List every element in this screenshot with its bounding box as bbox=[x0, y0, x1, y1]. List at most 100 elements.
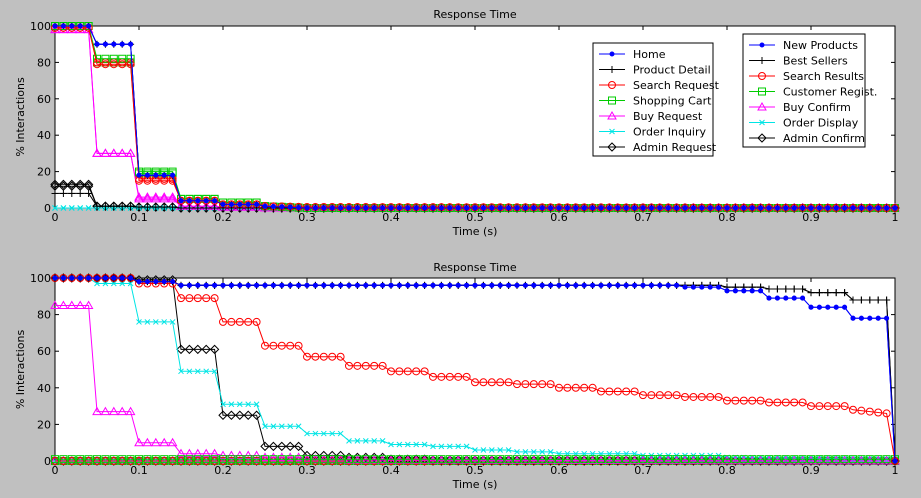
legend-box bbox=[742, 33, 866, 148]
series-order-inquiry bbox=[52, 275, 898, 463]
data-point bbox=[329, 430, 336, 437]
data-point bbox=[69, 275, 75, 281]
legend-label: Order Inquiry bbox=[633, 126, 707, 139]
data-point bbox=[773, 455, 782, 464]
data-point bbox=[176, 448, 186, 458]
data-point bbox=[706, 392, 715, 401]
data-point bbox=[422, 205, 428, 211]
data-point bbox=[605, 455, 614, 464]
data-point bbox=[455, 205, 461, 211]
data-point bbox=[260, 441, 270, 452]
data-point bbox=[580, 455, 589, 464]
legend-marker bbox=[607, 110, 617, 120]
data-point bbox=[453, 455, 464, 464]
data-point bbox=[109, 201, 119, 211]
series-shopping-cart bbox=[51, 455, 899, 464]
data-point bbox=[277, 441, 287, 452]
data-point bbox=[697, 455, 706, 464]
y-tick-label: 40 bbox=[37, 382, 51, 395]
data-point bbox=[387, 455, 395, 464]
data-point bbox=[741, 205, 747, 211]
legend-label: New Products bbox=[783, 39, 858, 52]
data-point bbox=[136, 172, 142, 178]
legend-marker bbox=[757, 101, 767, 111]
data-point bbox=[303, 352, 311, 361]
data-point bbox=[437, 372, 446, 381]
data-point bbox=[882, 409, 891, 418]
data-point bbox=[346, 282, 352, 288]
data-point bbox=[630, 455, 639, 464]
data-point bbox=[816, 205, 822, 211]
data-point bbox=[361, 455, 370, 464]
data-point bbox=[445, 372, 454, 381]
data-point bbox=[396, 441, 403, 448]
data-point bbox=[716, 284, 722, 290]
data-point bbox=[159, 437, 170, 447]
data-point bbox=[396, 205, 402, 211]
data-point bbox=[606, 205, 612, 211]
data-point bbox=[639, 391, 647, 400]
data-point bbox=[588, 383, 597, 392]
data-point bbox=[193, 344, 203, 355]
data-point bbox=[731, 455, 740, 464]
data-point bbox=[68, 205, 75, 211]
data-point bbox=[573, 205, 579, 211]
data-point bbox=[101, 60, 110, 69]
data-point bbox=[102, 275, 108, 281]
series-home bbox=[52, 275, 898, 464]
data-point bbox=[185, 294, 194, 303]
legend-entry: Product Detail bbox=[599, 64, 711, 77]
data-point bbox=[102, 41, 108, 47]
data-point bbox=[689, 455, 698, 464]
data-point bbox=[470, 455, 480, 464]
data-point bbox=[195, 282, 201, 288]
data-point bbox=[101, 202, 109, 210]
y-tick-label: 60 bbox=[37, 93, 51, 106]
data-point bbox=[167, 193, 178, 203]
data-point bbox=[336, 455, 345, 464]
data-point bbox=[209, 448, 220, 458]
data-point bbox=[680, 455, 690, 465]
data-point bbox=[537, 455, 548, 464]
data-point bbox=[488, 447, 495, 453]
data-point bbox=[270, 282, 276, 288]
legend-label: Admin Confirm bbox=[783, 132, 865, 145]
data-point bbox=[321, 282, 327, 288]
x-tick-label: 0.7 bbox=[634, 464, 652, 477]
data-point bbox=[503, 455, 514, 464]
data-point bbox=[50, 300, 60, 309]
data-point bbox=[707, 284, 713, 290]
data-point bbox=[808, 205, 814, 211]
data-point bbox=[629, 455, 640, 465]
data-point bbox=[538, 380, 547, 389]
data-point bbox=[648, 205, 654, 211]
data-point bbox=[296, 282, 302, 288]
data-point bbox=[699, 205, 705, 211]
data-point bbox=[671, 455, 682, 465]
data-point bbox=[135, 203, 143, 211]
data-point bbox=[850, 205, 856, 211]
data-point bbox=[874, 296, 882, 304]
data-point bbox=[596, 455, 606, 465]
data-point bbox=[428, 455, 438, 464]
plot-area bbox=[54, 277, 896, 462]
data-point bbox=[59, 189, 67, 197]
data-point bbox=[522, 282, 528, 288]
data-point bbox=[119, 280, 126, 287]
data-point bbox=[118, 54, 127, 63]
y-axis-label: % Interactions bbox=[14, 330, 27, 410]
legend-marker bbox=[609, 51, 615, 57]
data-point bbox=[597, 387, 605, 396]
data-point bbox=[866, 296, 874, 304]
data-point bbox=[697, 392, 706, 401]
data-point bbox=[858, 205, 864, 211]
data-point bbox=[388, 282, 394, 288]
data-point bbox=[201, 448, 212, 458]
data-point bbox=[429, 372, 437, 381]
data-point bbox=[354, 205, 360, 211]
data-point bbox=[286, 341, 295, 350]
data-point bbox=[60, 275, 66, 281]
data-point bbox=[623, 282, 629, 288]
legend-entry: Order Inquiry bbox=[599, 126, 707, 139]
